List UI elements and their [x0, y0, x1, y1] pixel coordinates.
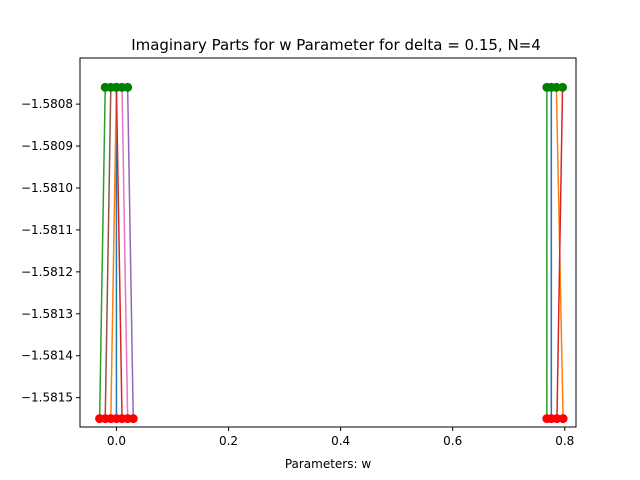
y-tick-label: −1.5810 [21, 181, 73, 195]
end-point-6 [106, 82, 116, 92]
y-tick-label: −1.5815 [21, 391, 73, 405]
end-point-10 [542, 82, 552, 92]
x-tick-label: 0.2 [219, 434, 238, 448]
series-line-7 [121, 87, 129, 419]
x-axis: 0.0 0.2 0.4 0.6 0.8 [107, 427, 574, 448]
series-line-5 [126, 87, 134, 419]
series-layer [95, 82, 568, 424]
y-tick-label: −1.5813 [21, 307, 73, 321]
x-tick-label: 0.8 [555, 434, 574, 448]
series-line-4 [115, 87, 123, 419]
start-point-9 [558, 414, 568, 424]
start-point-10 [542, 414, 552, 424]
x-tick-label: 0.0 [107, 434, 126, 448]
y-tick-label: −1.5808 [21, 97, 73, 111]
end-point-9 [551, 82, 561, 92]
series-line-3 [98, 87, 106, 419]
end-point-11 [558, 82, 568, 92]
plot-frame [79, 57, 577, 428]
start-point-7 [123, 414, 133, 424]
y-axis: −1.5808 −1.5809 −1.5810 −1.5811 −1.5812 −1.58… [21, 97, 80, 405]
end-point-7 [117, 82, 127, 92]
start-point-11 [552, 414, 562, 424]
series-line-11 [556, 87, 564, 419]
x-axis-label: Parameters: w [285, 457, 372, 471]
series-line-2 [110, 87, 118, 419]
series-line-6 [104, 87, 112, 419]
y-tick-label: −1.5812 [21, 265, 73, 279]
y-tick-label: −1.5814 [21, 349, 73, 363]
x-tick-label: 0.6 [443, 434, 462, 448]
y-tick-label: −1.5811 [21, 223, 73, 237]
y-tick-label: −1.5809 [21, 139, 73, 153]
x-tick-label: 0.4 [331, 434, 350, 448]
chart-title: Imaginary Parts for w Parameter for delt… [131, 36, 541, 54]
start-point-6 [100, 414, 110, 424]
